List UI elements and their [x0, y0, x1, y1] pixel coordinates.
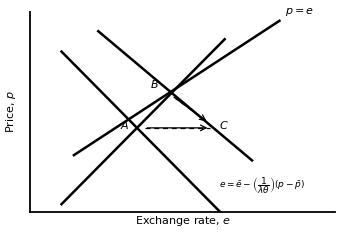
Text: C: C: [219, 121, 227, 131]
Text: $e = \bar{e} - \left(\dfrac{1}{\lambda\theta}\right)(p - \bar{p})$: $e = \bar{e} - \left(\dfrac{1}{\lambda\t…: [219, 175, 305, 196]
X-axis label: Exchange rate, $e$: Exchange rate, $e$: [135, 214, 231, 228]
Y-axis label: Price, $p$: Price, $p$: [4, 90, 18, 133]
Text: B: B: [151, 80, 158, 90]
Text: A: A: [120, 121, 128, 131]
Text: $p = e$: $p = e$: [285, 6, 314, 18]
